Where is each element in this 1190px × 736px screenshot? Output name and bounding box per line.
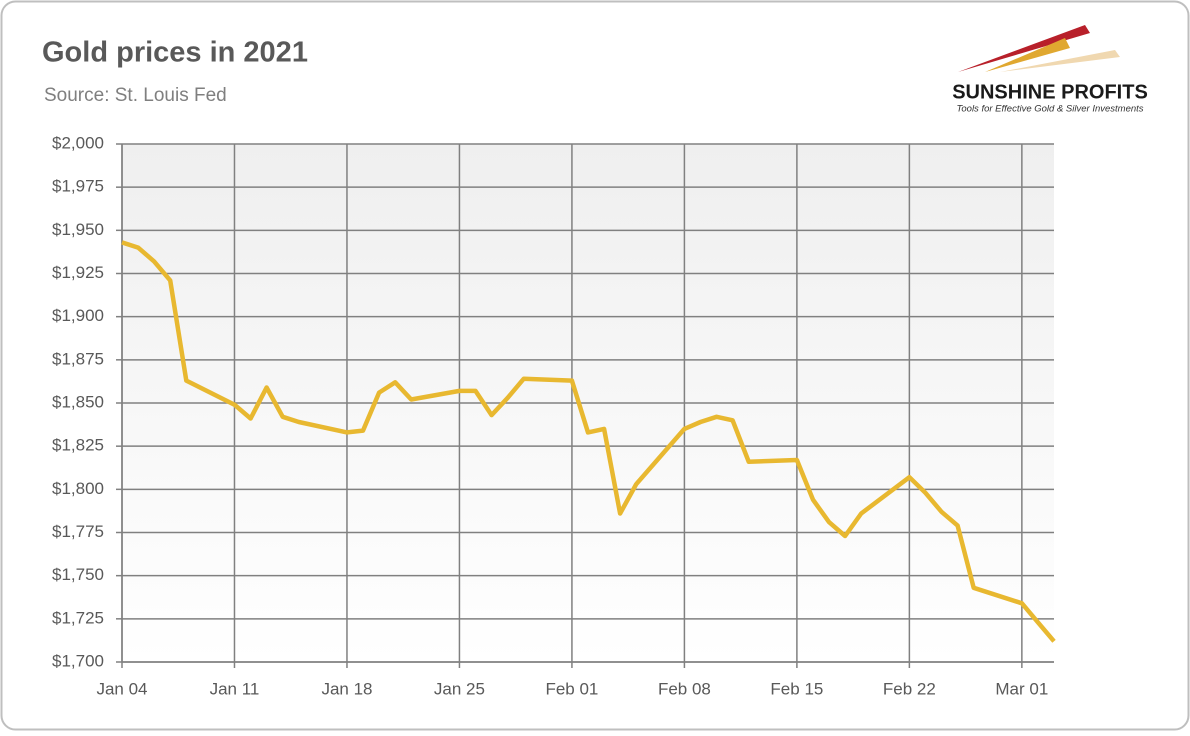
logo-name: SUNSHINE PROFITS — [952, 81, 1148, 103]
logo-stripe — [985, 38, 1070, 72]
x-tick-label: Jan 18 — [321, 679, 372, 698]
y-tick-label: $1,700 — [52, 651, 104, 670]
x-tick-label: Mar 01 — [995, 679, 1048, 698]
x-tick-label: Feb 01 — [545, 679, 598, 698]
y-tick-label: $1,775 — [52, 522, 104, 541]
chart-title: Gold prices in 2021 — [42, 37, 308, 69]
y-tick-label: $1,750 — [52, 565, 104, 584]
x-tick-label: Feb 08 — [658, 679, 711, 698]
chart-subtitle: Source: St. Louis Fed — [44, 85, 227, 106]
y-tick-label: $1,875 — [52, 349, 104, 368]
y-tick-label: $1,850 — [52, 392, 104, 411]
logo: SUNSHINE PROFITS Tools for Effective Gol… — [952, 25, 1148, 115]
x-tick-label: Feb 22 — [883, 679, 936, 698]
y-tick-label: $1,825 — [52, 436, 104, 455]
y-tick-label: $1,900 — [52, 306, 104, 325]
y-tick-label: $1,800 — [52, 479, 104, 498]
y-tick-label: $1,925 — [52, 263, 104, 282]
logo-stripe — [1000, 50, 1120, 72]
y-tick-label: $2,000 — [52, 133, 104, 152]
x-tick-label: Feb 15 — [770, 679, 823, 698]
y-tick-label: $1,950 — [52, 220, 104, 239]
x-tick-label: Jan 25 — [434, 679, 485, 698]
price-line — [121, 240, 1056, 643]
logo-stripe — [958, 25, 1090, 72]
x-tick-label: Jan 04 — [96, 679, 147, 698]
x-tick-label: Jan 11 — [210, 679, 260, 698]
logo-tagline: Tools for Effective Gold & Silver Invest… — [956, 104, 1143, 115]
y-tick-label: $1,725 — [52, 608, 104, 627]
y-tick-label: $1,975 — [52, 177, 104, 196]
